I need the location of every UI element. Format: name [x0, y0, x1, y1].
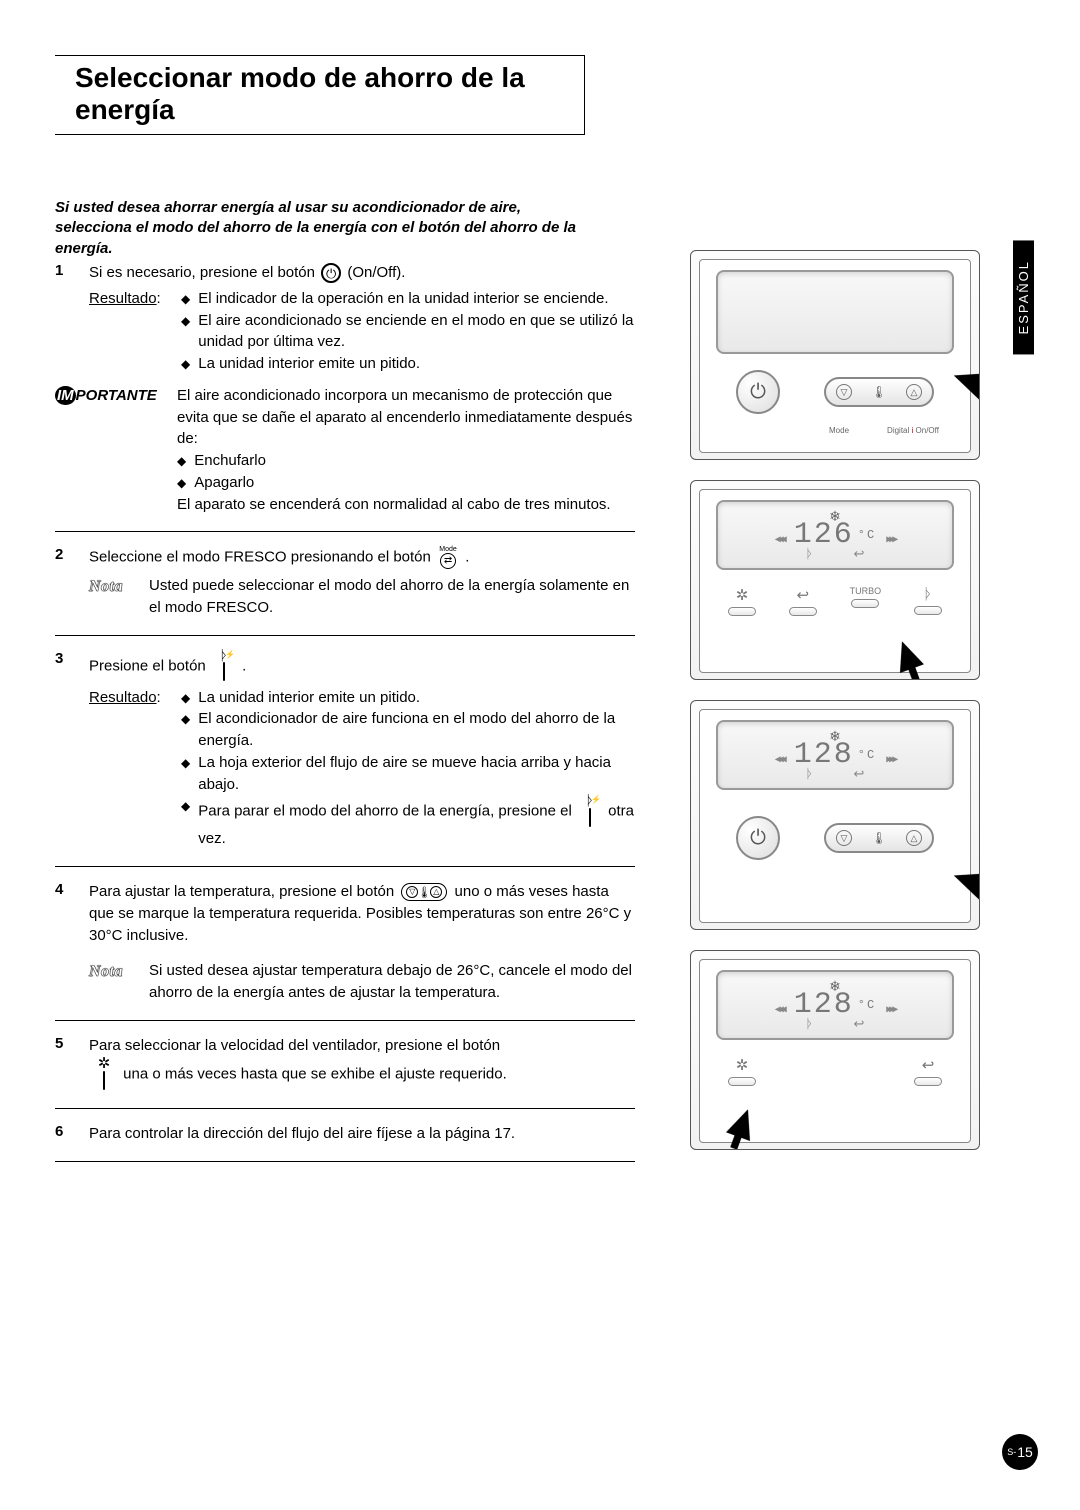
step-text: Para ajustar la temperatura, presione el…	[89, 883, 398, 900]
step-text: una o más veces hasta que se exhibe el a…	[123, 1065, 507, 1082]
result-label: Resultado	[89, 689, 157, 706]
nota-text: Si usted desea ajustar temperatura debaj…	[149, 960, 635, 1004]
power-button: ⏻	[736, 816, 780, 860]
bullet-text: El indicador de la operación en la unida…	[198, 288, 608, 310]
diamond-bullet-icon	[177, 450, 186, 472]
temp-pill-button: ▽🌡△	[824, 823, 934, 853]
bullet-text: La unidad interior emite un pitido.	[198, 353, 420, 375]
diamond-bullet-icon	[177, 472, 186, 494]
importante-block: IMPORTANTE El aire acondicionado incorpo…	[55, 385, 635, 516]
temp-adjust-icon: ▽🌡△	[401, 883, 447, 901]
step-4: 4 Para ajustar la temperatura, presione …	[55, 869, 635, 1014]
result-block: Resultado: La unidad interior emite un p…	[89, 687, 635, 850]
energy-save-icon: ᚦ	[212, 650, 236, 683]
bullet-text: La hoja exterior del flujo de aire se mu…	[198, 752, 635, 796]
bullet-text: El acondicionador de aire funciona en el…	[198, 708, 635, 752]
swing-small-button: ↩	[914, 1056, 942, 1086]
importante-tail: El aparato se encenderá con normalidad a…	[177, 494, 635, 516]
step-1: 1 Si es necesario, presione el botón (On…	[55, 250, 635, 525]
step-text: .	[242, 657, 246, 674]
divider	[55, 531, 635, 532]
page-number: S-15	[1002, 1434, 1038, 1470]
diamond-bullet-icon	[181, 687, 190, 709]
divider	[55, 635, 635, 636]
swing-icon: ↩	[853, 1016, 864, 1032]
importante-text: El aire acondicionado incorpora un mecan…	[177, 385, 635, 450]
divider	[55, 866, 635, 867]
lcd-screen: ❄ 126°C ᚦ↩	[716, 500, 954, 570]
nota-block: Nota Usted puede seleccionar el modo del…	[89, 575, 635, 619]
diamond-bullet-icon	[181, 288, 190, 310]
snowflake-icon: ❄	[829, 978, 841, 995]
step-number: 2	[55, 546, 75, 619]
plug-icon: ᚦ	[806, 546, 814, 562]
plug-icon: ᚦ	[806, 766, 814, 782]
diamond-bullet-icon	[181, 795, 190, 850]
divider	[55, 1108, 635, 1109]
bullet-text: Enchufarlo	[194, 450, 266, 472]
swing-small-button: ↩	[789, 586, 817, 616]
swing-icon: ↩	[853, 766, 864, 782]
step-number: 5	[55, 1035, 75, 1092]
step-6: 6 Para controlar la dirección del flujo …	[55, 1111, 635, 1155]
fan-speed-icon: ✲	[91, 1057, 117, 1092]
diamond-bullet-icon	[181, 353, 190, 375]
remote-panel-4: ❄ 128°C ᚦ↩ ✲ ↩	[690, 950, 980, 1150]
power-button: ⏻	[736, 370, 780, 414]
divider	[55, 1020, 635, 1021]
fan-small-button: ✲	[728, 1056, 756, 1086]
energy-save-icon: ᚦ	[578, 795, 602, 828]
bullet-text: Para parar el modo del ahorro de la ener…	[198, 803, 576, 820]
remote-illustrations: ⏻ ▽🌡△ Mode Digital i On/Off ❄ 126°C ᚦ↩ ✲	[690, 250, 980, 1150]
lcd-screen: ❄ 128°C ᚦ↩	[716, 970, 954, 1040]
remote-panel-2: ❄ 126°C ᚦ↩ ✲ ↩ TURBO ᚦ	[690, 480, 980, 680]
mode-label: Mode	[829, 426, 849, 435]
swing-icon: ↩	[853, 546, 864, 562]
step-number: 3	[55, 650, 75, 850]
nota-label: Nota	[89, 575, 135, 619]
lcd-screen: ❄ 128°C ᚦ↩	[716, 720, 954, 790]
instruction-column: 1 Si es necesario, presione el botón (On…	[55, 250, 635, 1164]
diamond-bullet-icon	[181, 752, 190, 796]
snowflake-icon: ❄	[829, 508, 841, 525]
remote-panel-3: ❄ 128°C ᚦ↩ ⏻ ▽🌡△	[690, 700, 980, 930]
step-text: Seleccione el modo FRESCO presionando el…	[89, 549, 435, 566]
bullet-text: Apagarlo	[194, 472, 254, 494]
step-text: (On/Off).	[347, 264, 405, 281]
diamond-bullet-icon	[181, 708, 190, 752]
step-3: 3 Presione el botón ᚦ . Resultado: La un…	[55, 638, 635, 860]
step-number: 6	[55, 1123, 75, 1145]
bullet-text: El aire acondicionado se enciende en el …	[198, 310, 635, 354]
importante-label: IMPORTANTE	[55, 385, 165, 516]
step-2: 2 Seleccione el modo FRESCO presionando …	[55, 534, 635, 629]
step-text: Para controlar la dirección del flujo de…	[89, 1123, 635, 1145]
bullet-text: La unidad interior emite un pitido.	[198, 687, 420, 709]
step-text: Presione el botón	[89, 657, 210, 674]
nota-block: Nota Si usted desea ajustar temperatura …	[89, 960, 635, 1004]
result-label: Resultado	[89, 290, 157, 307]
fan-small-button: ✲	[728, 586, 756, 616]
step-text: Si es necesario, presione el botón	[89, 264, 319, 281]
diamond-bullet-icon	[181, 310, 190, 354]
step-text: .	[465, 549, 469, 566]
temp-pill-button: ▽🌡△	[824, 377, 934, 407]
snowflake-icon: ❄	[829, 728, 841, 745]
language-tab: ESPAÑOL	[1013, 240, 1034, 354]
power-icon	[321, 263, 341, 283]
nota-text: Usted puede seleccionar el modo del ahor…	[149, 575, 635, 619]
remote-panel-1: ⏻ ▽🌡△ Mode Digital i On/Off	[690, 250, 980, 460]
step-number: 4	[55, 881, 75, 1004]
mode-button-icon: Mode⇄	[437, 546, 459, 569]
turbo-small-button: TURBO	[850, 586, 882, 616]
page-title: Seleccionar modo de ahorro de la energía	[55, 55, 585, 135]
result-block: Resultado: El indicador de la operación …	[89, 288, 635, 375]
energy-small-button: ᚦ	[914, 586, 942, 616]
step-text: Para seleccionar la velocidad del ventil…	[89, 1037, 500, 1054]
nota-label: Nota	[89, 960, 135, 1004]
lcd-screen	[716, 270, 954, 354]
divider	[55, 1161, 635, 1162]
step-5: 5 Para seleccionar la velocidad del vent…	[55, 1023, 635, 1102]
plug-icon: ᚦ	[806, 1016, 814, 1032]
